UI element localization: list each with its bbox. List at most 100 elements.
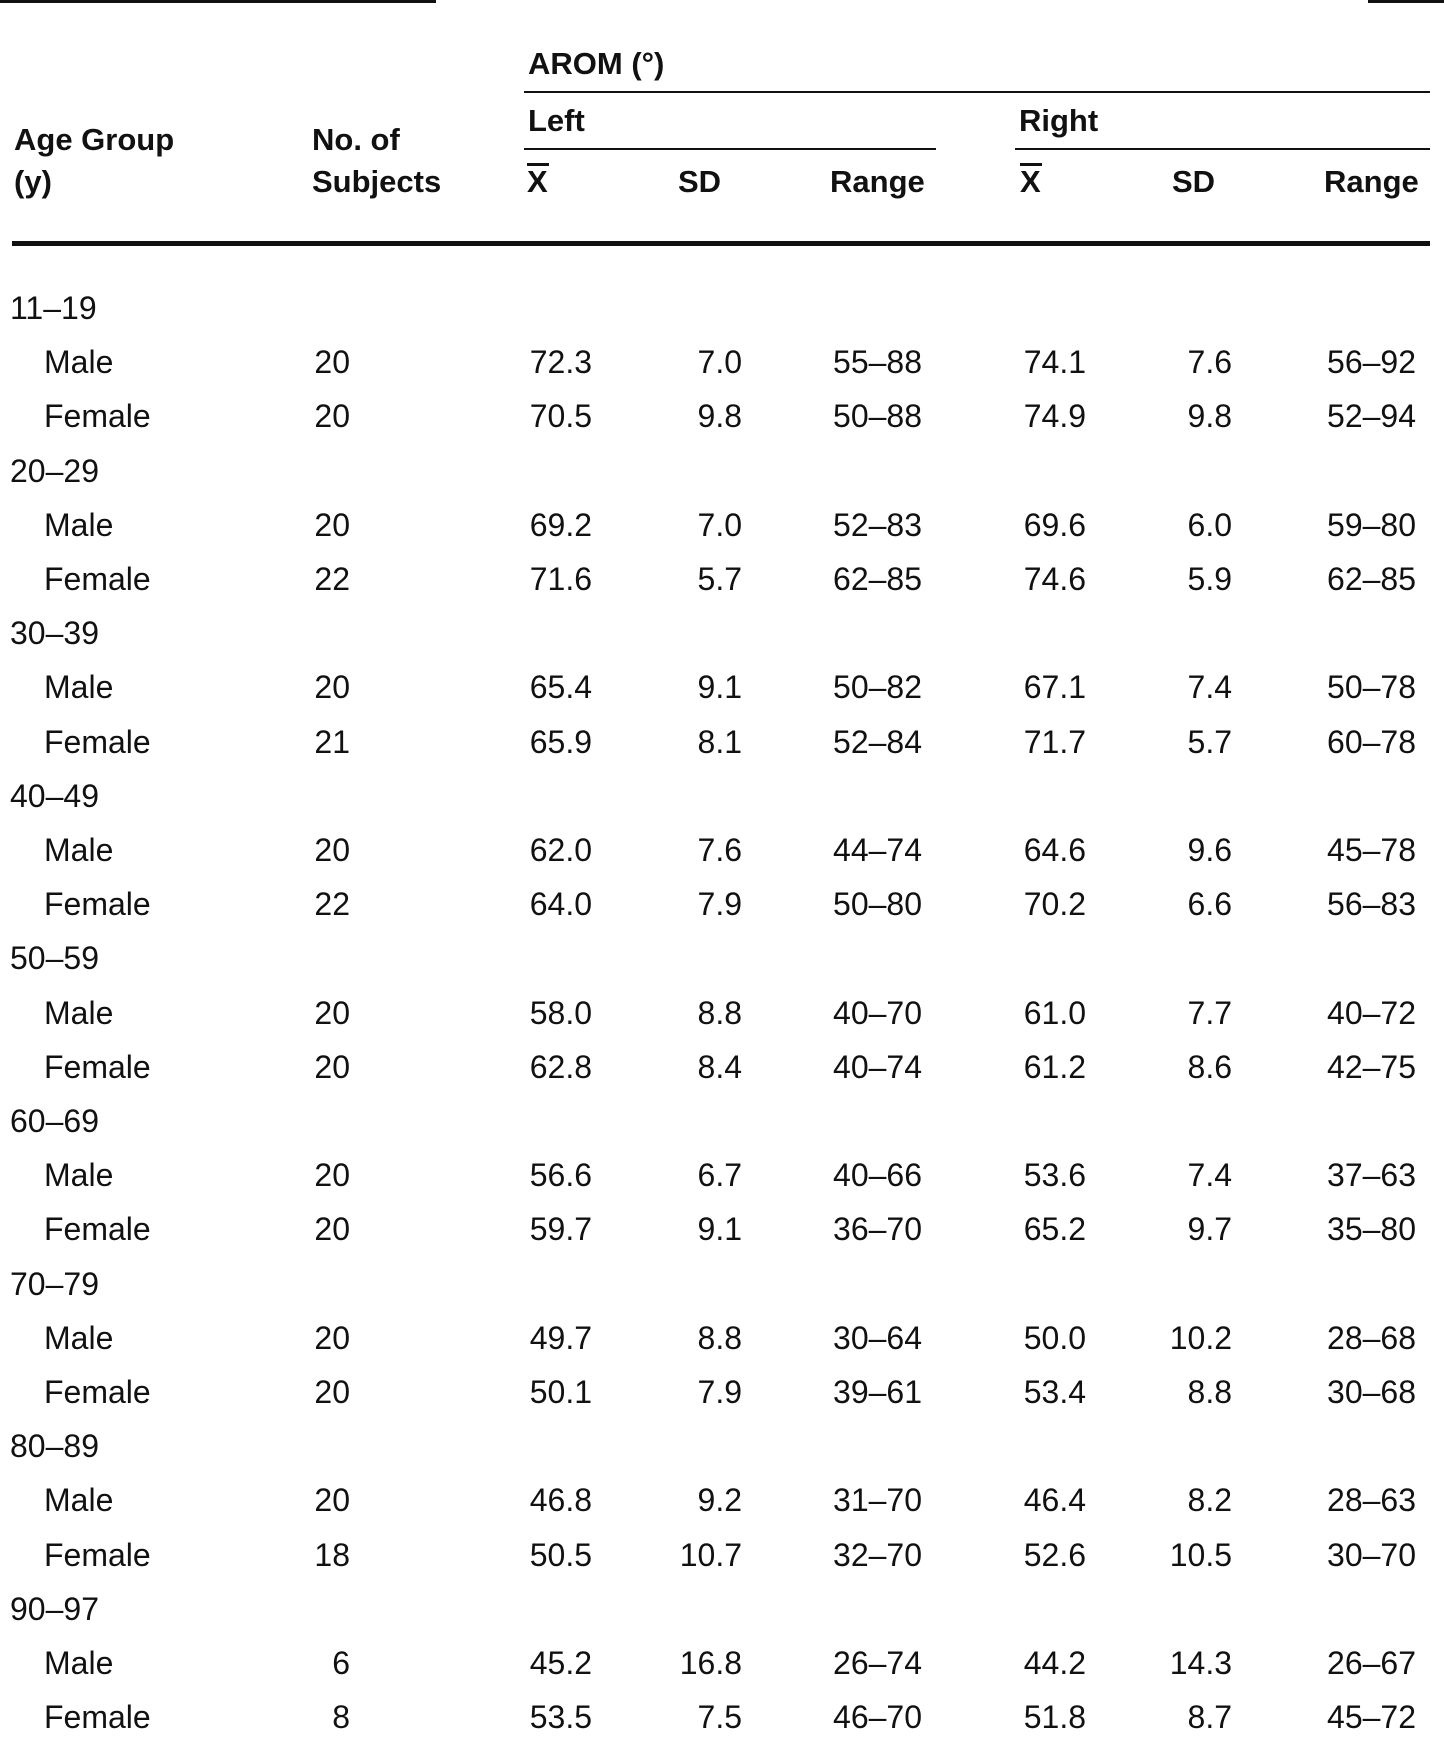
rsd-cell: 7.7 <box>1187 994 1232 1031</box>
lrange-cell: 55–88 <box>833 344 922 381</box>
header-subjects-line2: Subjects <box>312 164 442 199</box>
n-cell: 20 <box>314 669 350 706</box>
rsd-cell: 6.0 <box>1187 506 1232 543</box>
rsd-cell: 8.2 <box>1187 1482 1232 1519</box>
rrange-cell: 45–72 <box>1327 1699 1416 1736</box>
rmean-cell: 65.2 <box>1023 1211 1086 1248</box>
table-row: Female 20 62.8 8.4 40–74 61.2 8.6 42–75 <box>0 1040 1444 1094</box>
header-left-sd: SD <box>678 164 722 199</box>
lsd-cell: 8.1 <box>697 723 742 760</box>
rrange-cell: 30–68 <box>1327 1374 1416 1410</box>
lrange-cell: 36–70 <box>833 1211 922 1248</box>
rrange-cell: 62–85 <box>1327 561 1416 597</box>
table-row: Female 20 59.7 9.1 36–70 65.2 9.7 35–80 <box>0 1202 1444 1256</box>
rsd-cell: 14.3 <box>1169 1645 1232 1681</box>
rmean-cell: 44.2 <box>1023 1645 1086 1681</box>
rrange-cell: 45–78 <box>1327 832 1416 868</box>
rmean-cell: 70.2 <box>1023 886 1086 923</box>
lsd-cell: 9.2 <box>697 1482 742 1519</box>
rsd-cell: 6.6 <box>1187 886 1232 923</box>
n-cell: 20 <box>314 1482 350 1519</box>
top-rule-right <box>1368 0 1444 3</box>
rsd-cell: 7.4 <box>1187 669 1232 706</box>
n-cell: 20 <box>314 994 350 1031</box>
lsd-cell: 10.7 <box>679 1536 742 1573</box>
rsd-cell: 9.7 <box>1187 1211 1232 1248</box>
lmean-cell: 50.1 <box>529 1374 592 1410</box>
lmean-cell: 72.3 <box>529 344 592 381</box>
header-age-unit: (y) <box>14 164 52 199</box>
rrange-cell: 59–80 <box>1327 506 1416 543</box>
age-group-row: 80–89 <box>0 1419 1444 1473</box>
lmean-cell: 65.4 <box>529 669 592 706</box>
rsd-cell: 8.8 <box>1187 1374 1232 1410</box>
table-row: Male 20 49.7 8.8 30–64 50.0 10.2 28–68 <box>0 1311 1444 1365</box>
lrange-cell: 46–70 <box>833 1699 922 1736</box>
rsd-cell: 10.5 <box>1169 1536 1232 1573</box>
rrange-cell: 30–70 <box>1327 1536 1416 1573</box>
lmean-cell: 50.5 <box>529 1536 592 1573</box>
table-row: Male 20 58.0 8.8 40–70 61.0 7.7 40–72 <box>0 986 1444 1040</box>
lmean-cell: 53.5 <box>529 1699 592 1736</box>
lmean-cell: 65.9 <box>529 723 592 760</box>
rrange-cell: 42–75 <box>1327 1048 1416 1085</box>
n-cell: 20 <box>314 1048 350 1085</box>
lmean-cell: 46.8 <box>529 1482 592 1519</box>
header-age-group: Age Group <box>14 122 175 157</box>
sex-label: Female <box>44 1699 151 1736</box>
table-row: Female 18 50.5 10.7 32–70 52.6 10.5 30–70 <box>0 1528 1444 1582</box>
lrange-cell: 52–83 <box>833 506 922 543</box>
n-cell: 20 <box>314 832 350 868</box>
sex-label: Male <box>44 506 114 543</box>
age-group-label: 60–69 <box>10 1103 99 1139</box>
lrange-cell: 50–82 <box>833 669 922 706</box>
age-group-label: 50–59 <box>10 940 99 977</box>
lrange-cell: 52–84 <box>833 723 922 760</box>
lsd-cell: 8.8 <box>697 1319 742 1356</box>
table-row: Male 20 46.8 9.2 31–70 46.4 8.2 28–63 <box>0 1473 1444 1527</box>
age-group-label: 20–29 <box>10 452 99 489</box>
table-row: Male 6 45.2 16.8 26–74 44.2 14.3 26–67 <box>0 1636 1444 1690</box>
lsd-cell: 8.8 <box>697 994 742 1031</box>
n-cell: 22 <box>314 561 350 597</box>
rsd-cell: 7.6 <box>1187 344 1232 381</box>
lsd-cell: 7.5 <box>697 1699 742 1736</box>
age-group-label: 30–39 <box>10 615 99 652</box>
rmean-cell: 67.1 <box>1023 669 1086 706</box>
lsd-cell: 9.1 <box>697 1211 742 1248</box>
sex-label: Male <box>44 344 114 381</box>
sex-label: Male <box>44 832 114 868</box>
n-cell: 20 <box>314 1319 350 1356</box>
lrange-cell: 62–85 <box>833 561 922 597</box>
arom-rule <box>524 91 1430 93</box>
rmean-cell: 46.4 <box>1023 1482 1086 1519</box>
header-left-mean: X <box>527 164 548 199</box>
rmean-cell: 74.6 <box>1023 561 1086 597</box>
sex-label: Female <box>44 561 151 597</box>
n-cell: 20 <box>314 344 350 381</box>
rsd-cell: 7.4 <box>1187 1157 1232 1194</box>
rrange-cell: 35–80 <box>1327 1211 1416 1248</box>
n-cell: 8 <box>332 1699 350 1736</box>
rmean-cell: 71.7 <box>1023 723 1086 760</box>
n-cell: 18 <box>314 1536 350 1573</box>
lrange-cell: 30–64 <box>833 1319 922 1356</box>
rsd-cell: 5.7 <box>1187 723 1232 760</box>
table-row: Male 20 62.0 7.6 44–74 64.6 9.6 45–78 <box>0 823 1444 877</box>
sex-label: Female <box>44 1374 151 1410</box>
rrange-cell: 56–92 <box>1327 344 1416 381</box>
lmean-cell: 49.7 <box>529 1319 592 1356</box>
n-cell: 6 <box>332 1645 350 1681</box>
lmean-cell: 59.7 <box>529 1211 592 1248</box>
rmean-cell: 74.1 <box>1023 344 1086 381</box>
lsd-cell: 7.6 <box>697 832 742 868</box>
rrange-cell: 37–63 <box>1327 1157 1416 1194</box>
header-right-mean: X <box>1020 164 1041 199</box>
lmean-cell: 45.2 <box>529 1645 592 1681</box>
table-row: Male 20 56.6 6.7 40–66 53.6 7.4 37–63 <box>0 1148 1444 1202</box>
age-group-label: 11–19 <box>10 290 97 326</box>
header-left: Left <box>528 103 585 138</box>
sex-label: Female <box>44 398 151 435</box>
rrange-cell: 28–68 <box>1327 1319 1416 1356</box>
lsd-cell: 6.7 <box>697 1157 742 1194</box>
